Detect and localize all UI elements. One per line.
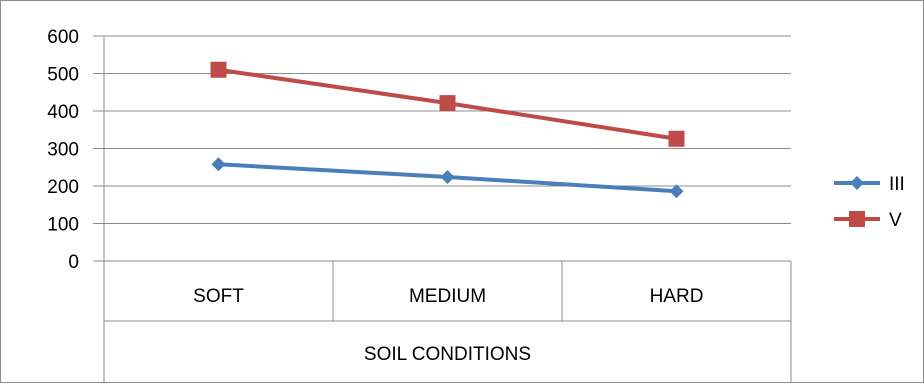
x-axis-categories: SOFT MEDIUM HARD [193, 286, 703, 307]
y-tick-label: 400 [47, 102, 79, 123]
legend-label-III: III [889, 174, 905, 195]
data-point-V [668, 130, 685, 147]
gridlines [93, 35, 791, 262]
x-tick-label: MEDIUM [409, 286, 486, 307]
x-tick-label: HARD [650, 286, 704, 307]
y-axis-ticks: 0 100 200 300 400 500 600 [47, 27, 79, 273]
x-axis-title: SOIL CONDITIONS [364, 344, 531, 365]
data-point-III [440, 170, 455, 184]
y-tick-label: 300 [47, 140, 79, 161]
series-lines [210, 61, 685, 199]
data-point-V [439, 95, 456, 112]
y-tick-label: 200 [47, 177, 79, 198]
y-tick-label: 500 [47, 65, 79, 86]
axes [103, 36, 792, 383]
y-tick-label: 100 [47, 215, 79, 236]
data-point-III [669, 184, 684, 199]
legend-marker-III [850, 176, 864, 190]
y-tick-label: 0 [68, 252, 79, 273]
x-tick-label: SOFT [193, 286, 244, 307]
y-tick-label: 600 [47, 27, 79, 48]
legend-label-V: V [889, 210, 902, 231]
legend: III V [834, 174, 905, 231]
legend-marker-V [849, 211, 865, 227]
data-point-III [211, 157, 226, 172]
data-point-V [210, 61, 227, 78]
